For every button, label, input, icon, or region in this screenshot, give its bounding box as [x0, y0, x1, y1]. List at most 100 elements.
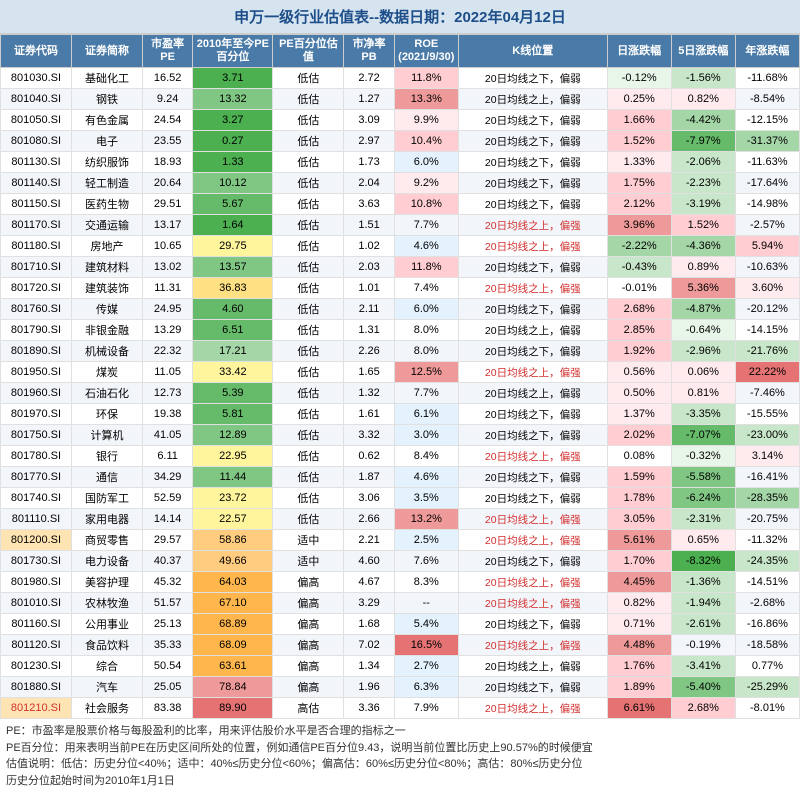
cell: -8.32% — [671, 551, 735, 572]
cell: 低估 — [273, 362, 344, 383]
cell: -1.56% — [671, 68, 735, 89]
cell: -4.87% — [671, 299, 735, 320]
cell: 偏高 — [273, 677, 344, 698]
footer-line: PE：市盈率是股票价格与每股盈利的比率，用来评估股价水平是否合理的指标之一 — [6, 723, 794, 740]
cell: 6.0% — [394, 152, 458, 173]
col-header: ROE (2021/9/30) — [394, 35, 458, 68]
cell: 22.95 — [193, 446, 273, 467]
cell: 2.21 — [344, 530, 394, 551]
cell: 1.96 — [344, 677, 394, 698]
cell: 0.82% — [607, 593, 671, 614]
cell: 低估 — [273, 215, 344, 236]
cell: 建筑材料 — [71, 257, 142, 278]
cell: 低估 — [273, 173, 344, 194]
cell: 801970.SI — [1, 404, 72, 425]
cell: 20日均线之下，偏弱 — [458, 614, 607, 635]
cell: 0.50% — [607, 383, 671, 404]
cell: -6.24% — [671, 488, 735, 509]
cell: 4.6% — [394, 467, 458, 488]
cell: 40.37 — [142, 551, 192, 572]
cell: 2.68% — [671, 698, 735, 719]
cell: 4.60 — [344, 551, 394, 572]
cell: 801950.SI — [1, 362, 72, 383]
cell: 低估 — [273, 131, 344, 152]
cell: 综合 — [71, 656, 142, 677]
cell: 20日均线之上，偏强 — [458, 509, 607, 530]
cell: 68.09 — [193, 635, 273, 656]
cell: 1.01 — [344, 278, 394, 299]
cell: 6.61% — [607, 698, 671, 719]
cell: 20日均线之上，偏弱 — [458, 656, 607, 677]
cell: 801770.SI — [1, 467, 72, 488]
cell: 医药生物 — [71, 194, 142, 215]
cell: 低估 — [273, 509, 344, 530]
cell: 20日均线之上，偏强 — [458, 362, 607, 383]
cell: 29.51 — [142, 194, 192, 215]
cell: 低估 — [273, 467, 344, 488]
cell: 33.42 — [193, 362, 273, 383]
cell: 1.37% — [607, 404, 671, 425]
cell: 18.93 — [142, 152, 192, 173]
cell: -4.42% — [671, 110, 735, 131]
cell: 6.51 — [193, 320, 273, 341]
col-header: PE百分位估值 — [273, 35, 344, 68]
cell: 11.8% — [394, 68, 458, 89]
cell: 6.1% — [394, 404, 458, 425]
cell: -14.98% — [735, 194, 799, 215]
cell: 4.67 — [344, 572, 394, 593]
cell: 偏高 — [273, 593, 344, 614]
cell: 计算机 — [71, 425, 142, 446]
table-row: 801750.SI计算机41.0512.89低估3.323.0%20日均线之下，… — [1, 425, 800, 446]
cell: 23.72 — [193, 488, 273, 509]
cell: 1.33 — [193, 152, 273, 173]
table-row: 801120.SI食品饮料35.3368.09偏高7.0216.5%20日均线之… — [1, 635, 800, 656]
cell: 801050.SI — [1, 110, 72, 131]
cell: 建筑装饰 — [71, 278, 142, 299]
cell: 2.85% — [607, 320, 671, 341]
table-row: 801110.SI家用电器14.1422.57低估2.6613.2%20日均线之… — [1, 509, 800, 530]
cell: -23.00% — [735, 425, 799, 446]
cell: 20日均线之下，偏弱 — [458, 467, 607, 488]
cell: 801150.SI — [1, 194, 72, 215]
cell: -2.96% — [671, 341, 735, 362]
cell: 5.36% — [671, 278, 735, 299]
cell: 美容护理 — [71, 572, 142, 593]
cell: 1.70% — [607, 551, 671, 572]
cell: 11.8% — [394, 257, 458, 278]
cell: 801160.SI — [1, 614, 72, 635]
cell: 20日均线之上，偏强 — [458, 215, 607, 236]
cell: 0.77% — [735, 656, 799, 677]
cell: 机械设备 — [71, 341, 142, 362]
cell: 1.52% — [607, 131, 671, 152]
cell: 801010.SI — [1, 593, 72, 614]
cell: 20日均线之下，偏弱 — [458, 341, 607, 362]
cell: 钢铁 — [71, 89, 142, 110]
cell: 16.5% — [394, 635, 458, 656]
cell: 12.73 — [142, 383, 192, 404]
table-row: 801030.SI基础化工16.523.71低估2.7211.8%20日均线之下… — [1, 68, 800, 89]
col-header: 年涨跌幅 — [735, 35, 799, 68]
cell: 煤炭 — [71, 362, 142, 383]
cell: 20日均线之上，偏弱 — [458, 320, 607, 341]
table-row: 801720.SI建筑装饰11.3136.83低估1.017.4%20日均线之上… — [1, 278, 800, 299]
cell: 低估 — [273, 257, 344, 278]
cell: 1.92% — [607, 341, 671, 362]
cell: 低估 — [273, 110, 344, 131]
cell: 适中 — [273, 530, 344, 551]
cell: 801180.SI — [1, 236, 72, 257]
table-row: 801160.SI公用事业25.1368.89偏高1.685.4%20日均线之下… — [1, 614, 800, 635]
cell: 801120.SI — [1, 635, 72, 656]
cell: 801960.SI — [1, 383, 72, 404]
cell: 20日均线之下，偏弱 — [458, 257, 607, 278]
cell: 7.9% — [394, 698, 458, 719]
table-row: 801730.SI电力设备40.3749.66适中4.607.6%20日均线之下… — [1, 551, 800, 572]
table-row: 801980.SI美容护理45.3264.03偏高4.678.3%20日均线之上… — [1, 572, 800, 593]
cell: 4.45% — [607, 572, 671, 593]
cell: 20.64 — [142, 173, 192, 194]
cell: 801740.SI — [1, 488, 72, 509]
cell: 公用事业 — [71, 614, 142, 635]
table-row: 801880.SI汽车25.0578.84偏高1.966.3%20日均线之下，偏… — [1, 677, 800, 698]
cell: 13.3% — [394, 89, 458, 110]
cell: 801170.SI — [1, 215, 72, 236]
cell: 3.0% — [394, 425, 458, 446]
